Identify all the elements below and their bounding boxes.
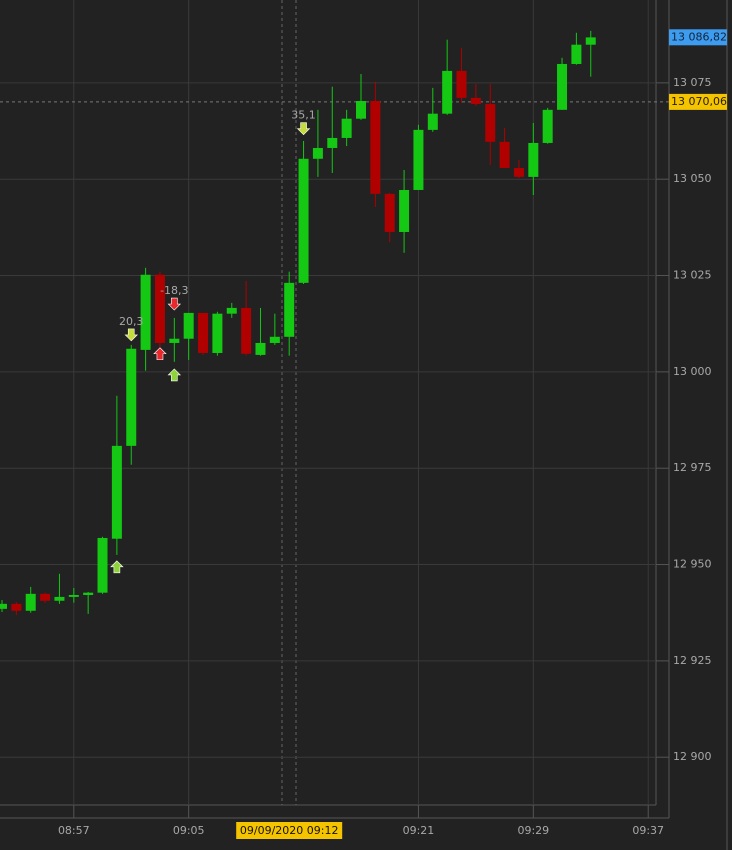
signal-label: 35,1 [291, 109, 316, 122]
signal-label: -18,3 [160, 284, 188, 297]
crosshair-price-box [669, 93, 727, 110]
candle-body [513, 168, 524, 177]
candle-body [68, 594, 79, 597]
y-tick-label: 12 950 [673, 558, 712, 571]
candle-body [413, 129, 424, 190]
candle-body [485, 104, 496, 142]
signal-arrow [167, 368, 182, 382]
candle-body [169, 338, 180, 343]
candle-body [255, 342, 266, 355]
candle-body [111, 445, 122, 539]
crosshair-date-box [236, 822, 343, 839]
signal-arrow [124, 328, 138, 342]
candle-body [54, 596, 65, 601]
candle-body [370, 100, 381, 194]
candle-body [269, 336, 280, 343]
signal-arrow [153, 347, 167, 361]
candle-body [298, 158, 309, 283]
candle-body [25, 593, 36, 611]
candle-body [226, 307, 237, 314]
y-tick-label: 12 975 [673, 461, 712, 474]
y-tick-label: 12 900 [673, 750, 712, 763]
candle-body [499, 141, 510, 169]
crosshair-date-label: 09/09/2020 09:12 [240, 824, 339, 837]
candle-body [126, 348, 137, 446]
candle-body [456, 70, 467, 98]
candle-body [399, 189, 410, 232]
last-price-label: 13 086,82 [671, 30, 727, 43]
candle-body [198, 312, 209, 353]
candle-body [542, 109, 553, 143]
candle-body [312, 147, 323, 159]
candle-body [571, 44, 582, 64]
price-label-box [669, 29, 727, 46]
candle-body [585, 37, 596, 45]
candle-body [241, 307, 252, 354]
candle-body [154, 274, 165, 343]
candle-body [356, 100, 366, 119]
signal-arrow [110, 560, 124, 574]
x-tick-label: 09:05 [173, 824, 205, 837]
x-tick-label: 09:21 [403, 824, 435, 837]
signal-arrow [296, 122, 311, 136]
candle-body [97, 537, 108, 593]
x-tick-label: 08:57 [58, 824, 90, 837]
y-tick-label: 12 925 [673, 654, 712, 667]
x-tick-label: 09:29 [517, 824, 549, 837]
y-tick-label: 13 075 [673, 76, 712, 89]
candle-body [212, 313, 223, 353]
candle-body [11, 603, 22, 611]
y-tick-label: 13 000 [673, 365, 712, 378]
candle-body [327, 137, 338, 148]
y-tick-label: 13 025 [673, 269, 712, 282]
candle-body [528, 142, 539, 177]
candle-body [0, 603, 7, 609]
candle-body [284, 282, 295, 337]
x-tick-label: 09:37 [632, 824, 664, 837]
y-tick-label: 13 050 [673, 172, 712, 185]
candle-body [83, 592, 94, 595]
signal-label: 20,3 [119, 315, 144, 328]
candle-body [40, 593, 51, 601]
candle-body [341, 118, 352, 138]
candle-body [140, 274, 151, 350]
candle-body [427, 113, 438, 130]
candle-body [183, 312, 194, 339]
signal-arrow [167, 297, 182, 311]
candle-body [557, 63, 568, 110]
crosshair-price-label: 13 070,06 [671, 95, 727, 108]
candle-body [384, 193, 395, 232]
candle-body [442, 70, 453, 114]
candle-body [470, 97, 481, 105]
